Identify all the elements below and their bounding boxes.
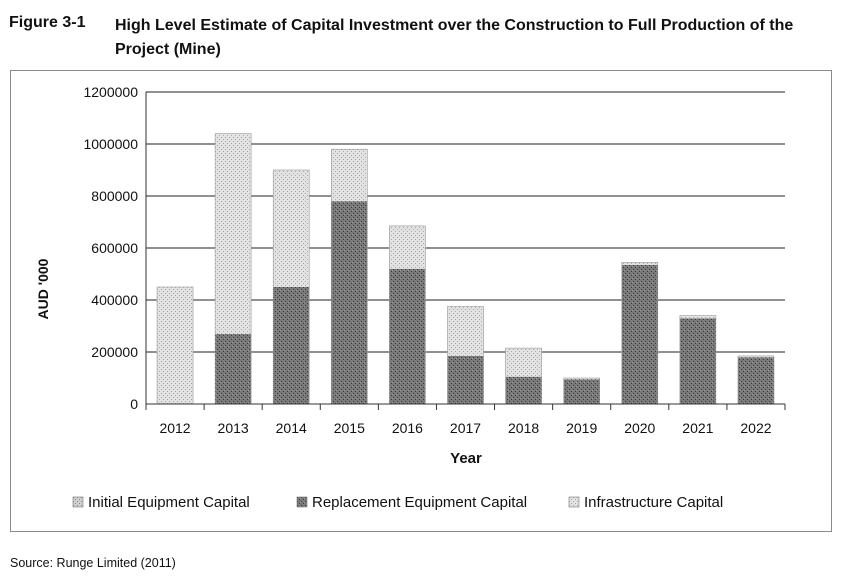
x-tick-label: 2021	[682, 420, 713, 436]
y-axis-label: AUD '000	[35, 258, 51, 319]
bar-infrastructure-2013	[215, 133, 252, 334]
bar-infrastructure-2012	[157, 287, 194, 404]
legend-label-infrastructure: Infrastructure Capital	[584, 494, 723, 511]
x-tick-label: 2012	[159, 420, 190, 436]
x-tick-label: 2020	[624, 420, 655, 436]
x-tick-label: 2019	[566, 420, 597, 436]
legend-label-initial: Initial Equipment Capital	[88, 494, 250, 511]
bar-infrastructure-2017	[447, 306, 484, 356]
x-tick-label: 2017	[450, 420, 481, 436]
source-note: Source: Runge Limited (2011)	[10, 556, 176, 570]
chart-frame: 0 200000 400000 600000 800000 1000000 1200000 2…	[10, 70, 832, 532]
legend-swatch-infrastructure	[568, 496, 580, 508]
figure-title: High Level Estimate of Capital Investmen…	[115, 17, 794, 58]
bar-replacement-2020	[621, 264, 658, 404]
x-tick-label: 2015	[334, 420, 365, 436]
x-axis-label: Year	[450, 450, 482, 467]
bar-replacement-2016	[389, 268, 426, 404]
bar-infrastructure-2018	[505, 348, 542, 377]
y-tick-label: 800000	[91, 188, 138, 204]
bar-replacement-2018	[505, 376, 542, 404]
bar-replacement-2015	[331, 201, 368, 404]
bar-infrastructure-2014	[273, 170, 310, 287]
y-tick-label: 1200000	[83, 84, 138, 100]
y-tick-label: 400000	[91, 292, 138, 308]
bars	[156, 133, 775, 405]
legend: Initial Equipment Capital Replacement Equ…	[72, 494, 723, 511]
x-tick-label: 2013	[218, 420, 249, 436]
gridlines	[146, 91, 785, 353]
legend-swatch-replacement	[296, 496, 308, 508]
bar-replacement-2014	[273, 287, 310, 404]
figure-label: Figure 3-1	[9, 14, 86, 31]
bar-infrastructure-2019	[563, 378, 600, 380]
x-tick-label: 2016	[392, 420, 423, 436]
bar-replacement-2017	[447, 355, 484, 404]
bar-infrastructure-2022	[737, 355, 774, 358]
x-tick-label: 2018	[508, 420, 539, 436]
y-tick-label: 200000	[91, 344, 138, 360]
capital-investment-chart: 0 200000 400000 600000 800000 1000000 1200000 2…	[35, 84, 786, 511]
bar-infrastructure-2021	[679, 315, 716, 319]
bar-replacement-2013	[215, 333, 252, 404]
bar-replacement-2021	[679, 318, 716, 404]
y-tick-label: 1000000	[83, 136, 138, 152]
x-tick-label: 2022	[740, 420, 771, 436]
x-tick-label: 2014	[276, 420, 307, 436]
bar-infrastructure-2020	[621, 262, 658, 265]
bar-infrastructure-2015	[331, 149, 368, 202]
legend-swatch-initial	[72, 496, 84, 508]
bar-replacement-2019	[563, 379, 600, 404]
y-tick-label: 0	[130, 396, 138, 412]
bar-replacement-2022	[737, 357, 774, 404]
axes: 0 200000 400000 600000 800000 1000000 1200000 2…	[83, 84, 786, 436]
legend-label-replacement: Replacement Equipment Capital	[312, 494, 527, 511]
y-tick-label: 600000	[91, 240, 138, 256]
bar-infrastructure-2016	[389, 225, 426, 269]
